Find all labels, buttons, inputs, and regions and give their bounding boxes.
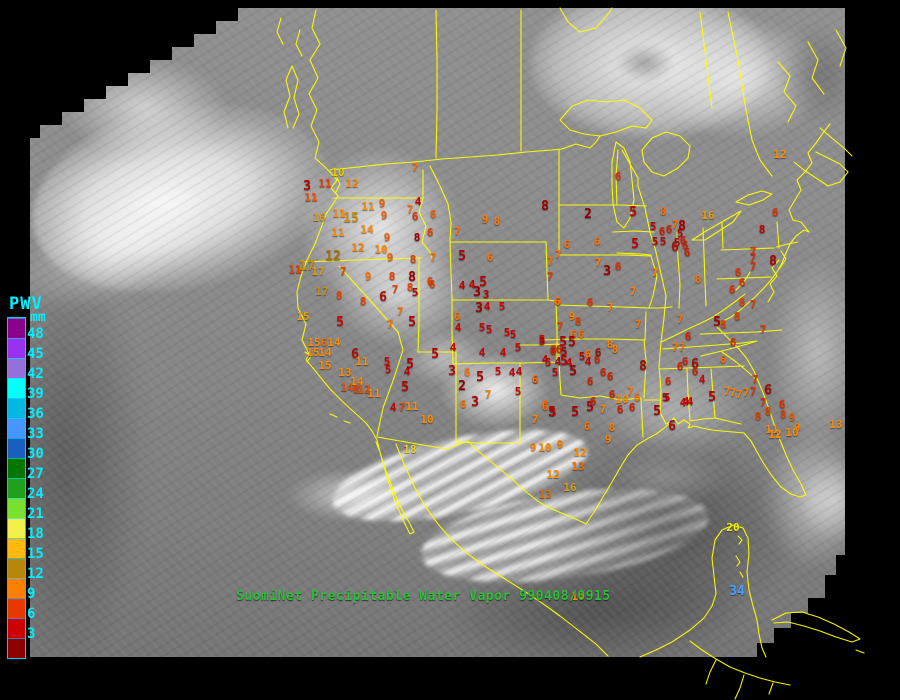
legend-tick-label: 39 [27,386,44,402]
legend-tick-label: 24 [27,486,44,502]
legend-color-cell [8,618,25,638]
legend-tick-label: 3 [27,626,36,642]
legend-tick-label: 18 [27,526,44,542]
legend-color-cell [8,438,25,458]
legend-color-cell [8,318,25,338]
legend-color-cell [8,638,25,658]
satellite-image [30,8,845,657]
legend-tick-label: 36 [27,406,44,422]
legend-color-cell [8,458,25,478]
legend-color-cell [8,498,25,518]
legend-color-cell [8,338,25,358]
legend-color-cell [8,558,25,578]
legend-tick-label: 15 [27,546,44,562]
legend-tick-label: 27 [27,466,44,482]
legend-tick-label: 21 [27,506,44,522]
legend-tick-label: 33 [27,426,44,442]
legend-color-cell [8,598,25,618]
legend-tick-label: 6 [27,606,36,622]
legend-color-cell [8,378,25,398]
legend-tick-label: 48 [27,326,44,342]
legend-colorbar [7,317,26,659]
legend-color-cell [8,398,25,418]
legend-unit: mm [30,310,46,325]
legend-tick-label: 42 [27,366,44,382]
legend-color-cell [8,518,25,538]
legend-color-cell [8,418,25,438]
cloud [615,43,675,83]
product-caption: SuomiNet Precipitable Water Vapor 990408… [236,589,611,604]
legend-title: PWV [9,294,43,314]
legend-color-cell [8,358,25,378]
legend-tick-label: 9 [27,586,36,602]
legend-tick-label: 45 [27,346,44,362]
image-grain [30,8,845,657]
legend-tick-label: 12 [27,566,44,582]
legend-color-cell [8,538,25,558]
legend-color-cell [8,578,25,598]
legend-color-cell [8,478,25,498]
legend-tick-label: 30 [27,446,44,462]
